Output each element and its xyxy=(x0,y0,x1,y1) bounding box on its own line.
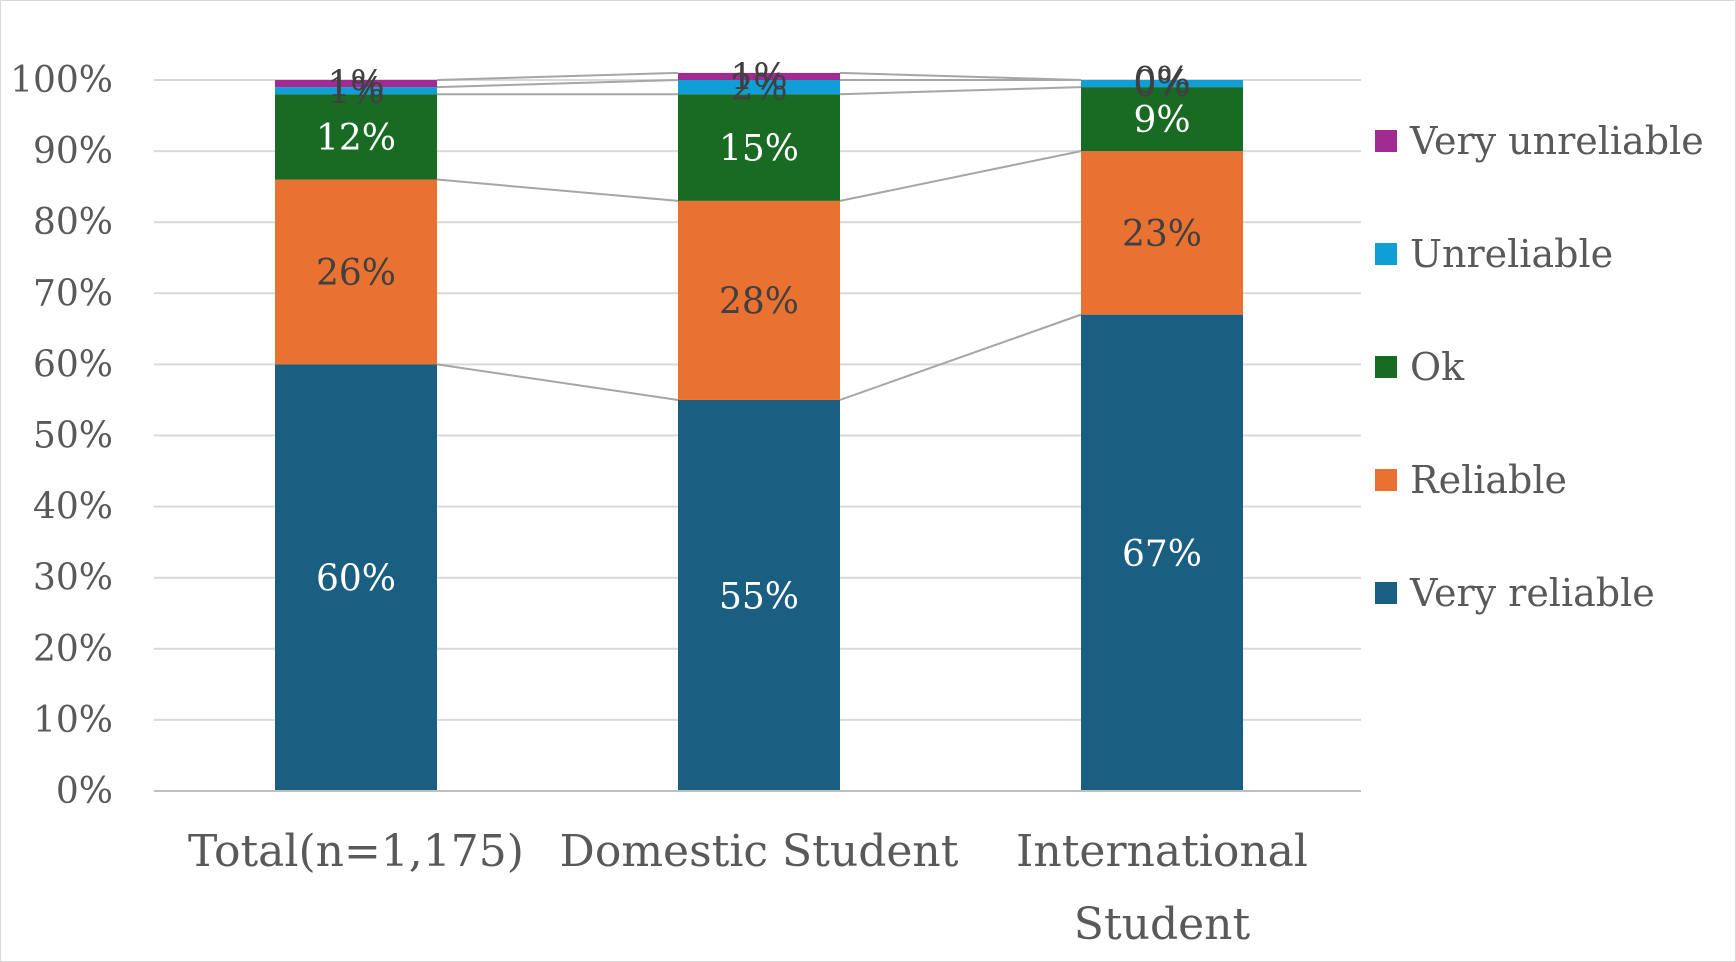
series-line xyxy=(839,71,1082,81)
y-tick-label: 100% xyxy=(10,60,113,101)
bar-segment xyxy=(275,179,437,365)
bar-segment xyxy=(1081,151,1243,315)
bar-segment xyxy=(275,94,437,180)
data-label: 15% xyxy=(719,129,799,170)
series-line xyxy=(839,86,1082,96)
y-tick-label: 80% xyxy=(33,202,113,243)
data-label: 2% xyxy=(730,68,787,109)
y-tick-label: 90% xyxy=(33,131,113,172)
y-tick-label: 50% xyxy=(33,416,113,457)
data-label: 1% xyxy=(730,57,787,98)
y-tick-label: 0% xyxy=(56,771,113,812)
bar-segment xyxy=(678,399,840,791)
data-label: 9% xyxy=(1133,100,1190,141)
legend-swatch xyxy=(1375,130,1397,152)
data-label: 28% xyxy=(719,281,799,322)
y-tick-label: 10% xyxy=(33,700,113,741)
series-connector-lines xyxy=(436,71,1082,401)
legend-swatch xyxy=(1375,469,1397,491)
bars xyxy=(275,72,1243,791)
series-line xyxy=(436,363,679,401)
legend-swatch xyxy=(1375,582,1397,604)
series-line xyxy=(436,178,679,202)
legend-swatch xyxy=(1375,243,1397,265)
y-tick-label: 20% xyxy=(33,629,113,670)
bar-segment xyxy=(275,364,437,791)
data-label: 60% xyxy=(316,559,396,600)
series-line xyxy=(839,313,1082,401)
bar-segment xyxy=(678,94,840,201)
legend-label: Very reliable xyxy=(1409,571,1655,615)
legend-label: Ok xyxy=(1410,345,1465,389)
series-line xyxy=(436,71,679,81)
data-labels: 60% 55%67%26%28%23%12% 15%9%1% 2% 0%1% 1% 0% xyxy=(316,57,1202,617)
data-label: 26% xyxy=(316,253,396,294)
bar-segment xyxy=(678,80,840,95)
data-label: 55% xyxy=(719,576,799,617)
y-tick-label: 60% xyxy=(33,344,113,385)
legend-label: Reliable xyxy=(1410,458,1567,502)
bar-segment xyxy=(1081,80,1243,88)
bar-segment xyxy=(275,80,437,88)
data-label: 67% xyxy=(1122,534,1202,575)
y-tick-label: 70% xyxy=(33,273,113,314)
x-category-label: Student xyxy=(1074,899,1251,950)
bar-segment xyxy=(678,72,840,80)
series-line xyxy=(839,150,1082,202)
bar-segment xyxy=(1081,87,1243,152)
axes: 0% 10% 20% 30% 40% 50% 60% 70% 80% 90% 100% Total(n… xyxy=(10,60,1361,950)
data-label: 1% xyxy=(327,65,384,106)
data-label: 1% xyxy=(327,72,384,113)
legend-label: Unreliable xyxy=(1410,232,1613,276)
y-tick-label: 40% xyxy=(33,487,113,528)
legend-label: Very unreliable xyxy=(1409,119,1704,163)
data-label: 23% xyxy=(1122,214,1202,255)
legend-swatch xyxy=(1375,356,1397,378)
data-label: 12% xyxy=(316,118,396,159)
data-label: 0% xyxy=(1133,65,1190,106)
y-tick-label: 30% xyxy=(33,558,113,599)
bar-segment xyxy=(275,87,437,95)
x-category-label: Total(n=1,175) xyxy=(188,826,524,877)
x-category-label: International xyxy=(1016,826,1308,877)
x-category-label: Domestic Student xyxy=(560,826,959,877)
bar-segment xyxy=(1081,314,1243,791)
legend: Very unreliable Unreliable Ok Reliable Very … xyxy=(1375,119,1704,615)
bar-segment xyxy=(678,200,840,400)
series-line xyxy=(436,79,679,89)
data-label: 0% xyxy=(1133,61,1190,102)
